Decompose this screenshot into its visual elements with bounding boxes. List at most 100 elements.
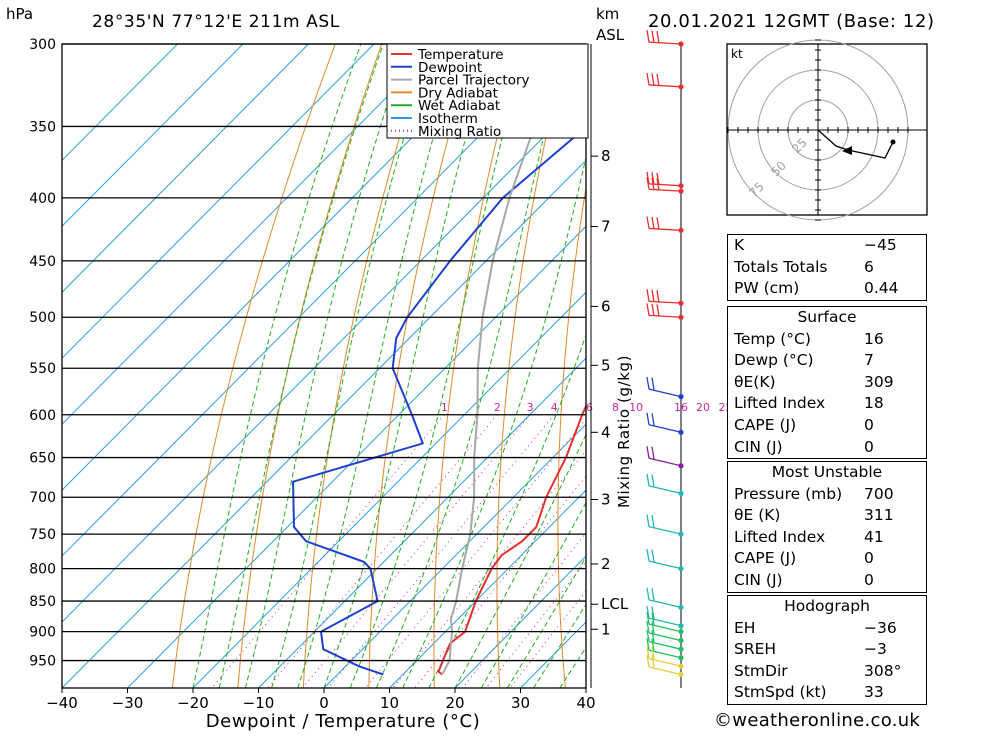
row-label: EH [734,618,755,640]
wind-barb-feather [652,290,654,302]
x-tick-label: −40 [46,694,78,712]
wind-barb [647,474,681,494]
wind-barb [647,549,681,569]
mixing-ratio-line [328,415,554,688]
pressure-tick-label: 800 [29,562,56,578]
table-row: CIN (J)0 [728,437,926,459]
pressure-tick-label: 650 [29,451,56,467]
datetime-title: 20.01.2021 12GMT (Base: 12) [648,11,935,32]
row-label: CAPE (J) [734,415,796,437]
wind-barb [647,73,681,87]
pressure-tick-label: 750 [29,527,56,543]
row-value: 0 [864,415,920,437]
wind-barb [647,413,681,433]
wet-adiabat-line [376,44,566,688]
wind-barb-feather [657,74,659,86]
wind-barb-feather [647,377,649,389]
table-row: CIN (J) 0 [728,570,926,592]
mixing-ratio-axis-label: Mixing Ratio (g/kg) [615,355,633,508]
pressure-tick-label: 950 [29,654,56,670]
wind-barb-feather [652,474,654,486]
wind-barb-staff [649,486,681,494]
wet-adiabat-line [193,44,361,688]
mixing-ratio-line [365,415,589,688]
row-label: Dewp (°C) [734,350,814,372]
pressure-tick-label: 500 [29,310,56,326]
pressure-tick-label: 400 [29,191,56,207]
isotherm-line [0,44,636,688]
table-title: Surface [728,307,926,329]
row-value: 700 [864,484,920,506]
wind-barb-feather [652,515,654,527]
row-value: 18 [864,393,920,415]
height-tick-label: 6 [601,297,611,315]
x-tick-label: −20 [177,694,209,712]
wind-barb-feather [652,217,654,229]
row-value: 7 [864,350,920,372]
height-tick-label: 3 [601,491,611,509]
table-row: SREH−3 [728,639,926,661]
height-tick-label: 5 [601,356,611,374]
table-row: θE (K) 311 [728,505,926,527]
wind-barb-staff [649,458,681,466]
wind-barb-feather [647,446,649,458]
x-tick-label: 20 [445,694,464,712]
mixing-ratio-label: 20 [696,401,710,414]
row-label: StmDir [734,661,788,683]
wind-barb-feather [652,31,654,43]
table-row: Lifted Index 18 [728,393,926,415]
pressure-tick-label: 300 [29,37,56,53]
table-row: StmDir 308° [728,661,926,683]
table-row: PW (cm)0.44 [728,278,926,300]
wind-barb-feather [647,474,649,486]
wind-barb-feather [647,588,649,600]
wind-barb [647,303,681,317]
wet-adiabat-line [298,44,461,688]
height-unit-label-asl: ASL [596,26,625,44]
row-label: CIN (J) [734,437,783,459]
legend-label: Mixing Ratio [418,124,501,140]
pressure-tick-label: 550 [29,361,56,377]
x-tick-label: 30 [511,694,530,712]
wind-barb [647,216,681,230]
pressure-tick-label: 600 [29,408,56,424]
pressure-tick-label: 700 [29,490,56,506]
mixing-ratio-label: 1 [441,401,448,414]
row-label: θE (K) [734,505,780,527]
wind-barb-feather [657,31,659,43]
height-tick-label: 7 [601,218,611,236]
wind-barb-feather [652,413,654,425]
wind-barb-staff [649,667,681,675]
isotherm-line [0,44,177,688]
copyright-footer: ©weatheronline.co.uk [714,710,920,731]
row-value: −45 [864,235,920,257]
row-value: 6 [864,257,920,279]
height-tick-label: 2 [601,555,611,573]
row-value: 311 [864,505,920,527]
row-value: 16 [864,329,920,351]
wind-barb-feather [652,588,654,600]
wind-barb [647,588,681,608]
pressure-tick-label: 450 [29,254,56,270]
pressure-tick-label: 900 [29,625,56,641]
wind-barb-feather [657,290,659,302]
hodograph-point [891,140,896,145]
wet-adiabat-line [350,44,527,688]
wind-barb [647,30,681,44]
row-label: Lifted Index [734,527,825,549]
row-value: 0 [864,570,920,592]
row-label: Lifted Index [734,393,825,415]
wind-barb-feather [652,447,654,459]
row-label: CIN (J) [734,570,783,592]
table-row: CAPE (J)0 [728,548,926,570]
mixing-ratio-label: 6 [586,401,593,414]
wind-barb-staff [649,527,681,535]
isotherm-line [0,44,374,688]
row-value: 308° [864,661,920,683]
dry-adiabat-line [985,44,1000,688]
table-row: Pressure (mb)700 [728,484,926,506]
mixing-ratio-label: 2 [494,401,501,414]
